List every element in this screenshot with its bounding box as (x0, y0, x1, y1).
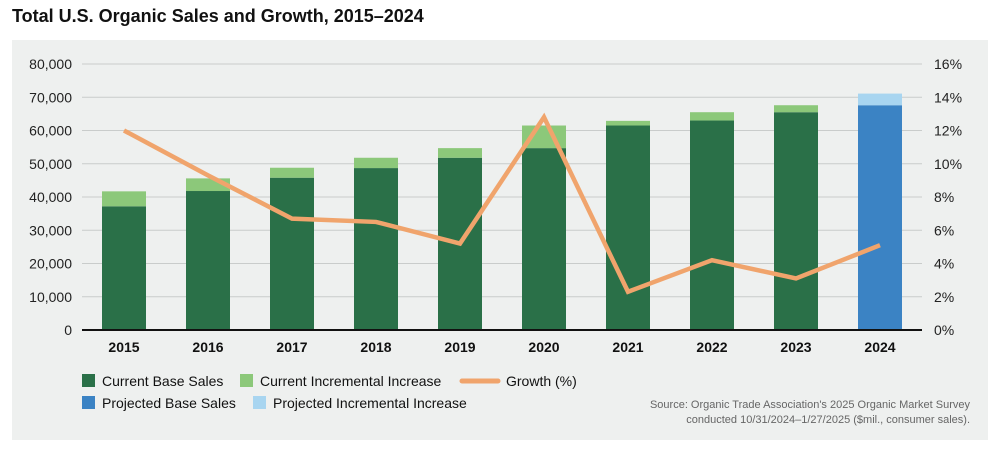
source-line-1: Source: Organic Trade Association's 2025… (649, 399, 970, 411)
y-right-tick-label: 10% (934, 156, 962, 172)
source-line-2: conducted 10/31/2024–1/27/2025 ($mil., c… (686, 414, 970, 426)
growth-line (122, 112, 881, 295)
legend-swatch-projected-incremental-increase (253, 396, 266, 409)
legend-label-current-base-sales: Current Base Sales (102, 373, 223, 389)
bar-current-base-sales-2017 (270, 177, 314, 330)
bar-current-incremental-increase-2017 (270, 167, 314, 178)
y-left-tick-label: 20,000 (29, 256, 72, 272)
y-right-tick-label: 16% (934, 56, 962, 72)
x-tick-label: 2017 (276, 339, 307, 355)
legend-label-growth: Growth (%) (506, 373, 577, 389)
bar-current-base-sales-2018 (354, 168, 398, 330)
x-tick-label: 2019 (444, 339, 475, 355)
bar-current-base-sales-2022 (690, 120, 734, 331)
x-tick-label: 2015 (108, 339, 139, 355)
y-right-tick-label: 2% (934, 289, 954, 305)
y-left-tick-label: 60,000 (29, 123, 72, 139)
x-tick-label: 2016 (192, 339, 223, 355)
x-tick-label: 2023 (780, 339, 811, 355)
x-tick-label: 2024 (864, 339, 895, 355)
y-left-tick-label: 70,000 (29, 89, 72, 105)
y-left-tick-label: 80,000 (29, 56, 72, 72)
bar-current-incremental-increase-2021 (606, 120, 650, 126)
bar-current-base-sales-2015 (102, 206, 146, 330)
x-tick-label: 2020 (528, 339, 559, 355)
x-tick-label: 2022 (696, 339, 727, 355)
bar-projected-base-sales-2024 (858, 105, 902, 330)
bar-current-base-sales-2021 (606, 125, 650, 330)
source-note: Source: Organic Trade Association's 2025… (610, 398, 970, 428)
y-right-tick-label: 6% (934, 222, 954, 238)
y-right-tick-label: 8% (934, 189, 954, 205)
y-right-tick-label: 4% (934, 256, 954, 272)
legend-label-current-incremental-increase: Current Incremental Increase (260, 373, 442, 389)
chart-panel (12, 40, 988, 440)
y-right-tick-label: 12% (934, 123, 962, 139)
bar-projected-incremental-increase-2024 (858, 93, 902, 106)
bar-current-incremental-increase-2022 (690, 112, 734, 121)
bar-current-base-sales-2020 (522, 148, 566, 330)
legend-label-projected-base-sales: Projected Base Sales (102, 395, 236, 411)
legend-swatch-projected-base-sales (82, 396, 95, 409)
legend-label-projected-incremental-increase: Projected Incremental Increase (273, 395, 467, 411)
bar-current-incremental-increase-2019 (438, 148, 482, 158)
bar-current-incremental-increase-2015 (102, 191, 146, 207)
bar-current-base-sales-2023 (774, 112, 818, 331)
y-right-tick-label: 14% (934, 89, 962, 105)
y-left-tick-label: 50,000 (29, 156, 72, 172)
y-left-tick-label: 10,000 (29, 289, 72, 305)
bar-current-incremental-increase-2018 (354, 157, 398, 169)
y-left-tick-label: 0 (64, 322, 72, 338)
y-right-tick-label: 0% (934, 322, 954, 338)
bar-current-base-sales-2016 (186, 191, 230, 330)
legend-swatch-current-base-sales (82, 374, 95, 387)
x-tick-label: 2021 (612, 339, 643, 355)
x-tick-label: 2018 (360, 339, 391, 355)
chart-title: Total U.S. Organic Sales and Growth, 201… (12, 6, 424, 26)
y-left-tick-label: 30,000 (29, 222, 72, 238)
legend-swatch-current-incremental-increase (240, 374, 253, 387)
y-left-tick-label: 40,000 (29, 189, 72, 205)
bar-current-incremental-increase-2023 (774, 105, 818, 113)
